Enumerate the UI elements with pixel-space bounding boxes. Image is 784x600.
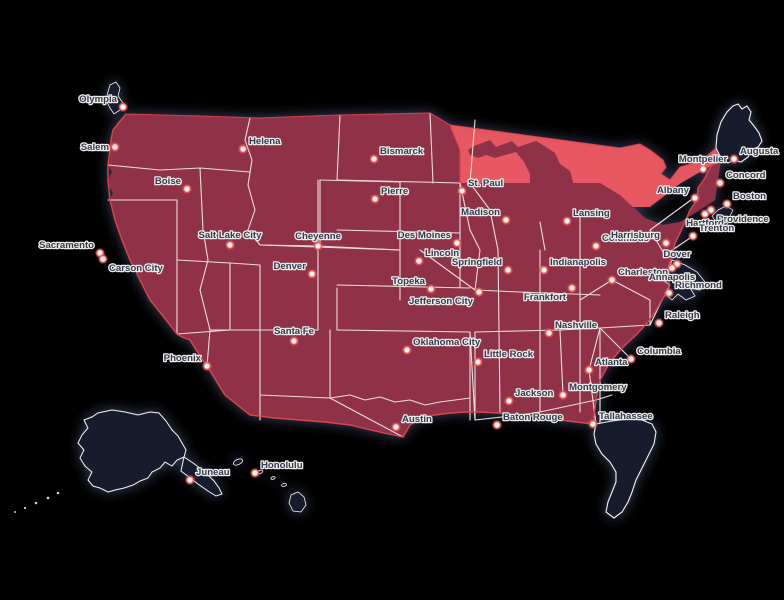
svg-text:Montgomery: Montgomery bbox=[569, 382, 627, 393]
svg-text:Boise: Boise bbox=[155, 176, 181, 187]
svg-text:Harrisburg: Harrisburg bbox=[611, 230, 660, 241]
svg-text:Atlanta: Atlanta bbox=[595, 357, 628, 368]
svg-text:Albany: Albany bbox=[657, 185, 690, 196]
svg-text:Tallahassee: Tallahassee bbox=[599, 411, 653, 422]
svg-text:Austin: Austin bbox=[402, 414, 432, 425]
svg-text:Lansing: Lansing bbox=[573, 208, 610, 219]
svg-text:Concord: Concord bbox=[726, 170, 766, 181]
svg-text:Columbia: Columbia bbox=[637, 346, 681, 357]
svg-text:Topeka: Topeka bbox=[392, 276, 426, 287]
svg-text:Sacramento: Sacramento bbox=[39, 240, 94, 251]
svg-text:Dover: Dover bbox=[663, 249, 690, 260]
svg-text:Pierre: Pierre bbox=[381, 186, 408, 197]
svg-text:Jefferson City: Jefferson City bbox=[409, 296, 474, 307]
svg-text:Carson City: Carson City bbox=[109, 263, 164, 274]
svg-text:Salt Lake City: Salt Lake City bbox=[199, 230, 263, 241]
svg-text:Oklahoma City: Oklahoma City bbox=[413, 337, 481, 348]
svg-text:Madison: Madison bbox=[461, 207, 500, 218]
svg-text:Denver: Denver bbox=[273, 261, 306, 272]
svg-text:Olympia: Olympia bbox=[79, 94, 118, 105]
svg-text:Helena: Helena bbox=[249, 136, 281, 147]
svg-text:Baton Rouge: Baton Rouge bbox=[503, 412, 563, 423]
svg-text:Des Moines: Des Moines bbox=[398, 230, 451, 241]
svg-text:Trenton: Trenton bbox=[699, 223, 734, 234]
svg-text:Santa Fe: Santa Fe bbox=[274, 326, 314, 337]
svg-text:Boston: Boston bbox=[733, 191, 766, 202]
svg-text:St. Paul: St. Paul bbox=[468, 178, 503, 189]
svg-text:Jackson: Jackson bbox=[515, 388, 554, 399]
svg-text:Juneau: Juneau bbox=[196, 467, 230, 478]
svg-text:Nashville: Nashville bbox=[555, 320, 597, 331]
svg-text:Honolulu: Honolulu bbox=[261, 460, 303, 471]
svg-text:Indianapolis: Indianapolis bbox=[550, 257, 606, 268]
svg-text:Richmond: Richmond bbox=[675, 280, 722, 291]
svg-text:Cheyenne: Cheyenne bbox=[295, 231, 341, 242]
svg-text:Little Rock: Little Rock bbox=[484, 349, 534, 360]
svg-text:Salem: Salem bbox=[81, 142, 109, 153]
svg-text:Phoenix: Phoenix bbox=[164, 353, 202, 364]
svg-text:Montpelier: Montpelier bbox=[679, 154, 728, 165]
svg-text:Augusta: Augusta bbox=[740, 146, 779, 157]
svg-text:Bismarck: Bismarck bbox=[380, 146, 424, 157]
svg-text:Frankfort: Frankfort bbox=[524, 292, 567, 303]
svg-text:Springfield: Springfield bbox=[452, 257, 502, 268]
svg-text:Raleigh: Raleigh bbox=[665, 310, 700, 321]
